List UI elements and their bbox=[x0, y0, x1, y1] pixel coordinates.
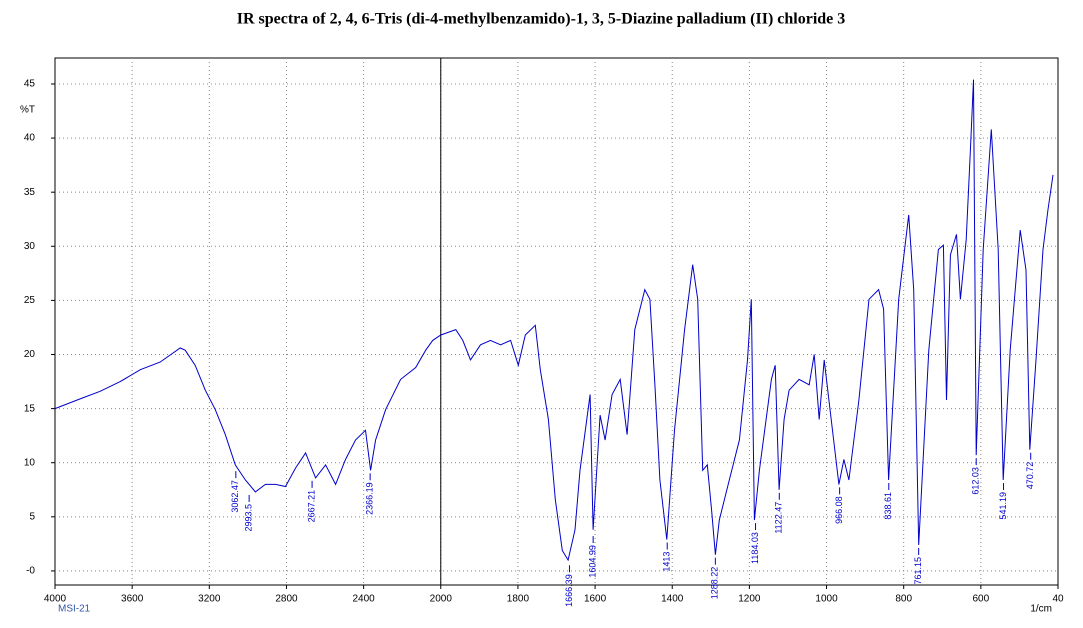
peak-label: 2366.19 bbox=[365, 482, 375, 515]
y-tick-label: 35 bbox=[24, 187, 36, 198]
x-tick-label: 2400 bbox=[352, 594, 375, 605]
x-tick-label: 1400 bbox=[661, 594, 684, 605]
footnote: MSI-21 bbox=[58, 604, 91, 615]
y-tick-label: 30 bbox=[24, 241, 36, 252]
peak-label: 470.72 bbox=[1025, 462, 1035, 490]
peak-label: 761.15 bbox=[913, 557, 923, 585]
spectrum-line bbox=[54, 79, 1054, 562]
y-tick-label: 40 bbox=[24, 133, 36, 144]
x-tick-label: 1600 bbox=[584, 594, 607, 605]
x-tick-label: 1800 bbox=[507, 594, 530, 605]
y-tick-label: 25 bbox=[24, 295, 36, 306]
y-tick-label: -0 bbox=[26, 566, 35, 577]
x-tick-label: 3200 bbox=[198, 594, 221, 605]
x-tick-label: 2800 bbox=[275, 594, 298, 605]
peak-label: 612.03 bbox=[971, 467, 981, 495]
peak-label: 1288.22 bbox=[710, 567, 720, 600]
peak-label: 1604.99 bbox=[588, 545, 598, 578]
y-tick-label: 45 bbox=[24, 79, 36, 90]
x-tick-label: 800 bbox=[895, 594, 912, 605]
peak-label: 1666.39 bbox=[564, 574, 574, 607]
peak-label: 1184.03 bbox=[750, 532, 760, 564]
peak-label: 1413 bbox=[662, 552, 672, 572]
chart-title: IR spectra of 2, 4, 6-Tris (di-4-methylb… bbox=[237, 11, 846, 28]
y-tick-label: 20 bbox=[24, 349, 36, 360]
plot-frame bbox=[54, 57, 1059, 586]
y-axis-label: %T bbox=[20, 105, 35, 116]
x-tick-label: 3600 bbox=[121, 594, 144, 605]
x-tick-label: 40 bbox=[1052, 594, 1064, 605]
peak-label: 838.61 bbox=[883, 492, 893, 520]
x-tick-label: 1000 bbox=[815, 594, 838, 605]
peak-label: 2667.21 bbox=[306, 490, 316, 523]
peak-label: 966.08 bbox=[834, 496, 844, 524]
x-tick-label: 2000 bbox=[430, 594, 453, 605]
y-tick-label: 5 bbox=[29, 511, 35, 522]
y-tick-label: 10 bbox=[24, 457, 36, 468]
peak-label: 1122.47 bbox=[774, 502, 784, 534]
peak-label: 2993.5 bbox=[244, 504, 254, 532]
peak-label: 3062.47 bbox=[230, 480, 240, 513]
peak-label: 541.19 bbox=[998, 492, 1008, 520]
x-tick-label: 1200 bbox=[738, 594, 761, 605]
x-axis-label: 1/cm bbox=[1030, 604, 1052, 615]
x-tick-label: 4000 bbox=[44, 594, 67, 605]
x-tick-label: 600 bbox=[973, 594, 990, 605]
y-tick-label: 15 bbox=[24, 403, 36, 414]
